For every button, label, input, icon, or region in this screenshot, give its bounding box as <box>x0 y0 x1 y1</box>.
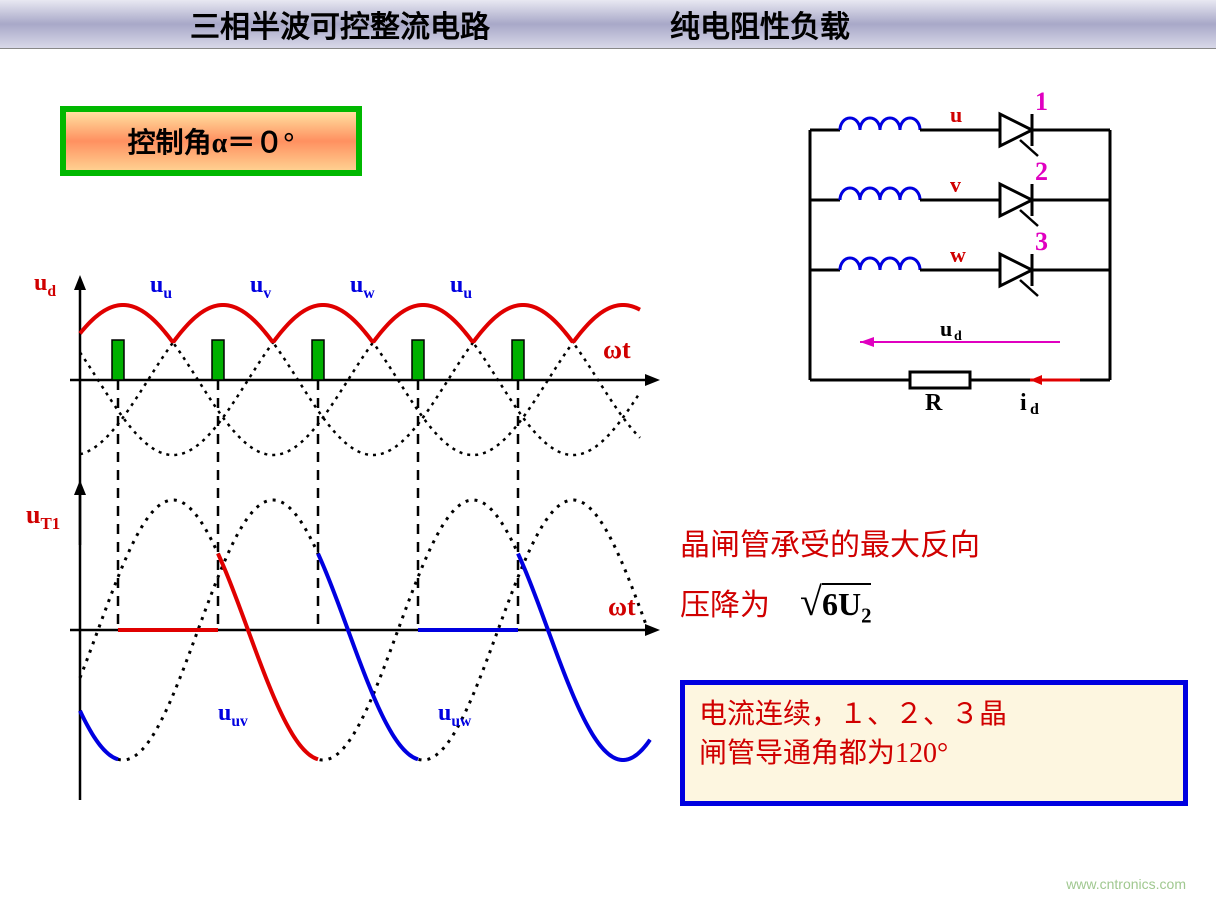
svg-text:1: 1 <box>1035 87 1048 116</box>
watermark: www.cntronics.com <box>1066 876 1186 892</box>
body-text-2: 压降为 <box>680 580 770 624</box>
svg-text:w: w <box>950 242 966 267</box>
svg-text:u: u <box>950 102 962 127</box>
wave-label: uu <box>150 272 172 303</box>
svg-text:d: d <box>954 329 962 344</box>
svg-text:2: 2 <box>1035 157 1048 186</box>
linevolt-label: uuv <box>218 700 248 731</box>
wave-label: uu <box>450 272 472 303</box>
wave-label: uw <box>350 272 375 303</box>
circuit-diagram: u1v2w3Ridud <box>760 80 1160 420</box>
svg-text:R: R <box>925 390 943 416</box>
conclusion-box: 电流连续，１、２、３晶 闸管导通角都为120° <box>680 680 1188 806</box>
conclusion-line1: 电流连续，１、２、３晶 <box>699 695 1169 734</box>
wave-label: uv <box>250 272 271 303</box>
body-text-1: 晶闸管承受的最大反向 <box>680 520 980 564</box>
wt-label-1: ωt <box>603 335 631 365</box>
svg-text:v: v <box>950 172 961 197</box>
waveform-chart <box>0 0 700 820</box>
formula: √6U2 <box>800 578 871 628</box>
conclusion-line2: 闸管导通角都为120° <box>699 734 1169 773</box>
svg-text:d: d <box>1030 401 1039 418</box>
svg-text:u: u <box>940 316 952 341</box>
svg-text:3: 3 <box>1035 227 1048 256</box>
linevolt-label: uuw <box>438 700 471 731</box>
svg-text:i: i <box>1020 390 1027 416</box>
ut1-axis-label: uT1 <box>26 500 60 534</box>
wt-label-2: ωt <box>608 592 636 622</box>
ud-axis-label: ud <box>34 270 56 301</box>
